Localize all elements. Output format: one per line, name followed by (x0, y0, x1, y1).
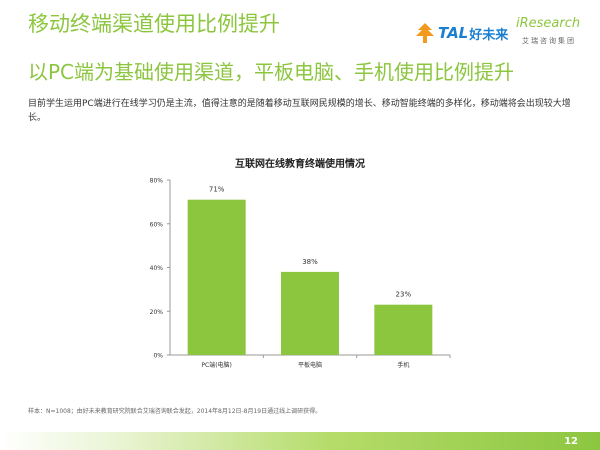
footnote: 样本：N=1008；由好未来教育研究院联合艾瑞咨询联合发起，2014年8月12日… (28, 408, 322, 415)
bar (281, 271, 339, 355)
bar (374, 304, 433, 355)
x-tick-label: PC端(电脑) (201, 361, 232, 369)
chart-title: 互联网在线教育终端使用情况 (235, 159, 365, 170)
tal-logo-cn: 好未来 (469, 27, 509, 43)
y-tick-label: 20% (150, 309, 164, 316)
bar (187, 199, 246, 355)
y-tick-label: 40% (150, 265, 164, 272)
bar-chart: 0% 20% 40% 60% 80% 71% PC端(电脑) 38% 平板电脑 23% 手机 (150, 178, 451, 369)
y-tick-label: 0% (153, 353, 163, 360)
footer-bar (0, 432, 600, 450)
data-label: 71% (209, 186, 225, 194)
page-subtitle: 以PC端为基础使用渠道，平板电脑、手机使用比例提升 (28, 60, 515, 84)
iresearch-logo-cn: 艾瑞咨询集团 (522, 37, 576, 45)
page-title: 移动终端渠道使用比例提升 (28, 12, 280, 36)
data-label: 38% (302, 258, 318, 266)
tal-logo-text: TAL (438, 24, 469, 42)
intro-paragraph: 目前学生运用PC端进行在线学习仍是主流，值得注意的是随着移动互联网民规模的增长、… (28, 99, 571, 123)
iresearch-logo: iResearch 艾瑞咨询集团 (516, 16, 588, 56)
page-number: 12 (564, 436, 578, 447)
tal-logo: TAL 好未来 (414, 22, 508, 44)
data-label: 23% (396, 291, 412, 299)
tal-logo-icon (416, 23, 434, 43)
y-tick-label: 80% (150, 178, 164, 185)
y-tick-label: 60% (150, 221, 164, 228)
x-tick-label: 平板电脑 (298, 361, 322, 369)
iresearch-logo-text: iResearch (516, 16, 581, 31)
x-tick-label: 手机 (397, 361, 409, 369)
